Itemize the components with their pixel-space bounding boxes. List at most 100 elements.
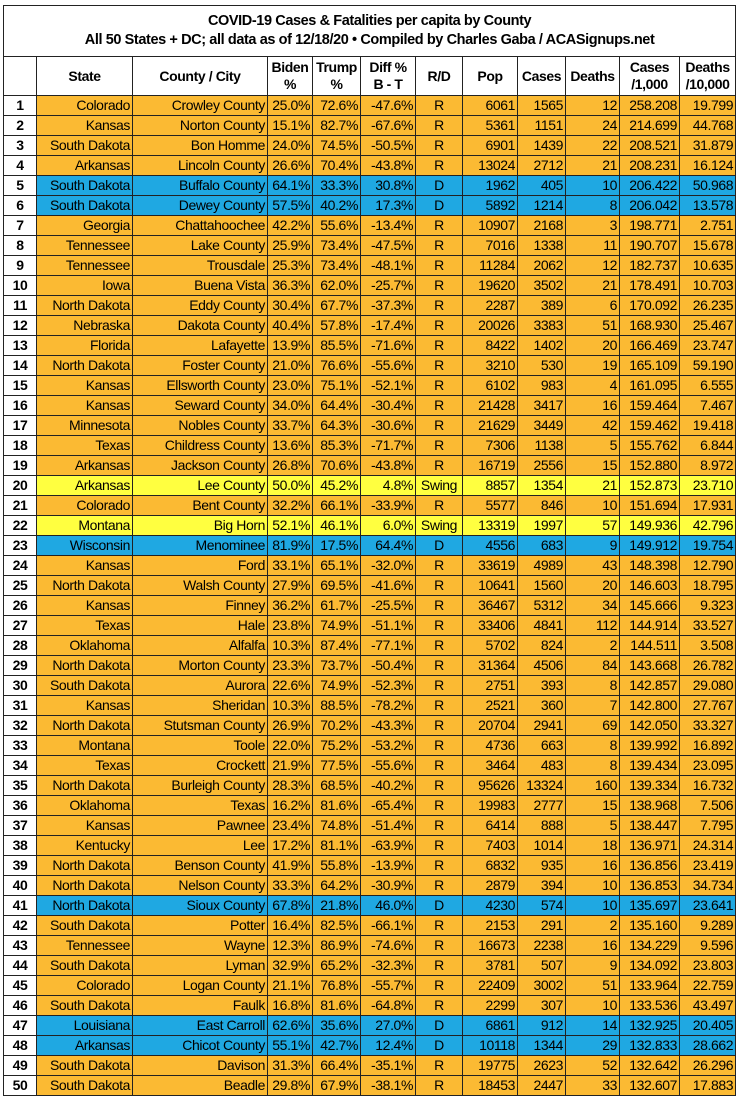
cell-state: Iowa — [36, 275, 133, 296]
cell-rank: 9 — [3, 255, 37, 276]
table-row: 41 North Dakota Sioux County 67.8% 21.8% 46.0… — [3, 895, 737, 916]
cell-deaths: 3 — [565, 215, 620, 236]
cell-county: Lee County — [132, 475, 268, 496]
cell-county: Texas — [132, 795, 268, 816]
cell-cases: 2941 — [517, 715, 566, 736]
cell-deaths-per-10000: 33.527 — [678, 615, 737, 636]
cell-deaths: 4 — [565, 375, 620, 396]
cell-population: 6901 — [462, 135, 518, 156]
cell-cases: 3417 — [517, 395, 566, 416]
cell-rank: 26 — [3, 595, 37, 616]
cell-county: Crockett — [132, 755, 268, 776]
cell-biden-pct: 10.3% — [267, 695, 313, 716]
cell-biden-pct: 26.9% — [267, 715, 313, 736]
cell-diff-pct: -25.5% — [360, 595, 416, 616]
cell-party: R — [415, 635, 463, 656]
cell-cases: 4841 — [517, 615, 566, 636]
cell-cases-per-1000: 138.447 — [619, 815, 680, 836]
cell-rank: 38 — [3, 835, 37, 856]
cell-cases: 2712 — [517, 155, 566, 176]
cell-state: South Dakota — [36, 195, 133, 216]
table-row: 27 Texas Hale 23.8% 74.9% -51.1% R 33406 4841 112… — [3, 615, 737, 636]
cell-state: Tennessee — [36, 235, 133, 256]
cell-deaths-per-10000: 29.080 — [678, 675, 737, 696]
cell-diff-pct: -52.3% — [360, 675, 416, 696]
cell-cases: 530 — [517, 355, 566, 376]
cell-cases-per-1000: 258.208 — [619, 95, 680, 116]
cell-population: 20026 — [462, 315, 518, 336]
cell-party: R — [415, 135, 463, 156]
cell-cases-per-1000: 206.042 — [619, 195, 680, 216]
cell-trump-pct: 67.9% — [312, 1075, 361, 1096]
cell-trump-pct: 82.7% — [312, 115, 361, 136]
cell-trump-pct: 65.1% — [312, 555, 361, 576]
cell-deaths: 9 — [565, 955, 620, 976]
cell-deaths: 10 — [565, 175, 620, 196]
cell-deaths-per-10000: 8.972 — [678, 455, 737, 476]
cell-county: East Carroll — [132, 1015, 268, 1036]
cell-cases: 1354 — [517, 475, 566, 496]
cell-biden-pct: 30.4% — [267, 295, 313, 316]
cell-rank: 19 — [3, 455, 37, 476]
cell-population: 7306 — [462, 435, 518, 456]
cell-rank: 15 — [3, 375, 37, 396]
cell-county: Nobles County — [132, 415, 268, 436]
cell-party: R — [415, 615, 463, 636]
cell-trump-pct: 73.7% — [312, 655, 361, 676]
cell-state: South Dakota — [36, 135, 133, 156]
cell-party: D — [415, 535, 463, 556]
cell-county: Buena Vista — [132, 275, 268, 296]
cell-cases-per-1000: 214.699 — [619, 115, 680, 136]
cell-cases-per-1000: 136.971 — [619, 835, 680, 856]
cell-cases-per-1000: 208.231 — [619, 155, 680, 176]
cell-party: R — [415, 575, 463, 596]
table-row: 38 Kentucky Lee 17.2% 81.1% -63.9% R 7403 1014 18… — [3, 835, 737, 856]
cell-state: Texas — [36, 755, 133, 776]
cell-trump-pct: 74.9% — [312, 675, 361, 696]
cell-trump-pct: 87.4% — [312, 635, 361, 656]
cell-biden-pct: 50.0% — [267, 475, 313, 496]
cell-party: R — [415, 315, 463, 336]
cell-diff-pct: -33.9% — [360, 495, 416, 516]
cell-trump-pct: 72.6% — [312, 95, 361, 116]
cell-deaths-per-10000: 44.768 — [678, 115, 737, 136]
cell-diff-pct: 6.0% — [360, 515, 416, 536]
cell-cases: 3002 — [517, 975, 566, 996]
table-row: 19 Arkansas Jackson County 26.8% 70.6% -43.8%… — [3, 455, 737, 476]
cell-rank: 4 — [3, 155, 37, 176]
cell-deaths-per-10000: 3.508 — [678, 635, 737, 656]
cell-cases-per-1000: 142.857 — [619, 675, 680, 696]
cell-deaths: 20 — [565, 335, 620, 356]
cell-trump-pct: 62.0% — [312, 275, 361, 296]
cell-deaths-per-10000: 7.795 — [678, 815, 737, 836]
cell-biden-pct: 12.3% — [267, 935, 313, 956]
cell-diff-pct: 30.8% — [360, 175, 416, 196]
cell-rank: 48 — [3, 1035, 37, 1056]
cell-diff-pct: -43.8% — [360, 155, 416, 176]
cell-county: Lafayette — [132, 335, 268, 356]
cell-diff-pct: -50.5% — [360, 135, 416, 156]
cell-cases-per-1000: 135.160 — [619, 915, 680, 936]
cell-population: 6861 — [462, 1015, 518, 1036]
cell-state: Kansas — [36, 695, 133, 716]
cell-population: 2751 — [462, 675, 518, 696]
cell-trump-pct: 21.8% — [312, 895, 361, 916]
cell-state: Kentucky — [36, 835, 133, 856]
cell-biden-pct: 55.1% — [267, 1035, 313, 1056]
cell-party: R — [415, 115, 463, 136]
cell-county: Benson County — [132, 855, 268, 876]
cell-deaths: 51 — [565, 975, 620, 996]
cell-deaths-per-10000: 23.419 — [678, 855, 737, 876]
cell-county: Davison — [132, 1055, 268, 1076]
cell-deaths-per-10000: 20.405 — [678, 1015, 737, 1036]
cell-cases-per-1000: 159.462 — [619, 415, 680, 436]
table-row: 33 Montana Toole 22.0% 75.2% -53.2% R 4736 663 8 1… — [3, 735, 737, 756]
cell-trump-pct: 33.3% — [312, 175, 361, 196]
cell-county: Childress County — [132, 435, 268, 456]
cell-party: R — [415, 435, 463, 456]
cell-biden-pct: 64.1% — [267, 175, 313, 196]
cell-deaths: 10 — [565, 875, 620, 896]
cell-cases-per-1000: 155.762 — [619, 435, 680, 456]
table-row: 17 Minnesota Nobles County 33.7% 64.3% -30.6%… — [3, 415, 737, 436]
cell-trump-pct: 77.5% — [312, 755, 361, 776]
